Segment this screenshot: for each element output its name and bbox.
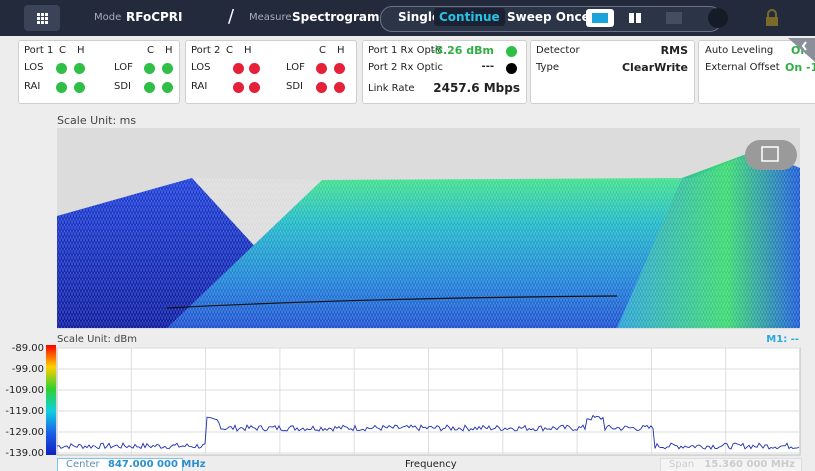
status-dot bbox=[144, 63, 155, 74]
span-value: 15.360 000 MHz bbox=[704, 459, 795, 470]
port-panel: Port 2 C H C H LOS LOF RAI SDI bbox=[185, 40, 357, 104]
optic-value: --- bbox=[482, 61, 494, 72]
alarm-label: LOS bbox=[24, 62, 43, 73]
col-header: H bbox=[337, 45, 345, 56]
sweep-once-button[interactable]: Sweep Once bbox=[507, 10, 590, 24]
mode-label: Mode bbox=[94, 12, 121, 23]
alarm-label: SDI bbox=[286, 81, 303, 92]
split-icon bbox=[636, 13, 641, 23]
side-tab[interactable] bbox=[788, 38, 815, 62]
alarm-label: RAI bbox=[191, 81, 207, 92]
measure-value[interactable]: Spectrogram bbox=[292, 10, 380, 24]
lock-icon[interactable] bbox=[764, 9, 780, 27]
status-dot bbox=[249, 82, 260, 93]
col-header: C bbox=[319, 45, 326, 56]
alarm-label: SDI bbox=[114, 81, 131, 92]
optic-label: Port 2 Rx Optic bbox=[368, 62, 443, 73]
port-label: Port 1 bbox=[24, 45, 53, 56]
status-dot bbox=[144, 82, 155, 93]
col-header: H bbox=[165, 45, 173, 56]
alarm-label: LOF bbox=[114, 62, 133, 73]
continue-button[interactable]: Continue bbox=[434, 8, 505, 26]
screen: Mode RFoCPRI / Measure Spectrogram Singl… bbox=[0, 0, 815, 471]
y-tick-label: -89.00 bbox=[12, 343, 44, 354]
y-tick-label: -129.00 bbox=[5, 427, 44, 438]
col-header: C bbox=[147, 45, 154, 56]
toolbar: Mode RFoCPRI / Measure Spectrogram Singl… bbox=[0, 0, 815, 36]
measure-label: Measure bbox=[249, 12, 292, 23]
span-field[interactable]: Span 15.360 000 MHz bbox=[660, 458, 802, 471]
status-dot bbox=[162, 82, 173, 93]
split-icon[interactable] bbox=[629, 13, 634, 23]
span-label: Span bbox=[669, 459, 694, 470]
status-dot bbox=[56, 63, 67, 74]
x-axis-title: Frequency bbox=[405, 459, 457, 470]
alarm-label: LOF bbox=[286, 62, 305, 73]
status-dot bbox=[233, 63, 244, 74]
status-dot bbox=[162, 63, 173, 74]
leveling-label: Auto Leveling bbox=[705, 45, 773, 56]
optic-value: -5.26 dBm bbox=[431, 44, 494, 57]
status-dot bbox=[249, 63, 260, 74]
leveling-value[interactable]: On -1 bbox=[785, 61, 815, 74]
detector-panel: Detector RMS Type ClearWrite bbox=[530, 40, 695, 104]
detector-label: Detector bbox=[536, 45, 580, 56]
separator: / bbox=[228, 6, 234, 27]
optic-value: 2457.6 Mbps bbox=[433, 81, 520, 95]
menu-button[interactable] bbox=[24, 5, 60, 31]
status-dot bbox=[74, 82, 85, 93]
port-label: Port 2 bbox=[191, 45, 220, 56]
center-field[interactable]: Center 847.000 000 MHz bbox=[57, 458, 183, 471]
status-dot bbox=[334, 82, 345, 93]
y-tick-label: -139.00 bbox=[5, 448, 44, 458]
port-panel: Port 1 C H C H LOS LOF RAI SDI bbox=[18, 40, 180, 104]
status-dot bbox=[233, 82, 244, 93]
y-tick-label: -109.00 bbox=[5, 385, 44, 396]
detector-value[interactable]: ClearWrite bbox=[622, 61, 688, 74]
center-label: Center bbox=[66, 459, 100, 470]
optic-label: Link Rate bbox=[368, 83, 415, 94]
status-dot bbox=[56, 82, 67, 93]
menu-icon bbox=[24, 5, 60, 31]
y-tick-label: -119.00 bbox=[5, 406, 44, 417]
alarm-label: LOS bbox=[191, 62, 210, 73]
mode-value[interactable]: RFoCPRI bbox=[126, 10, 183, 24]
detector-value[interactable]: RMS bbox=[661, 44, 688, 57]
status-dot bbox=[316, 82, 327, 93]
optic-panel: Port 1 Rx Optic -5.26 dBm Port 2 Rx Opti… bbox=[362, 40, 527, 104]
screenshot-button[interactable] bbox=[745, 140, 797, 170]
col-header: H bbox=[244, 45, 252, 56]
spectrogram-scale-unit: Scale Unit: ms bbox=[57, 114, 136, 127]
spectrum-chart: -89.00 -99.00 -109.00 -119.00 -129.00 -139.00 bbox=[0, 340, 815, 458]
status-dot bbox=[506, 46, 517, 57]
status-dot bbox=[506, 63, 517, 74]
status-dot bbox=[334, 63, 345, 74]
y-tick-label: -99.00 bbox=[12, 364, 44, 375]
status-dot bbox=[316, 63, 327, 74]
alarm-label: RAI bbox=[24, 81, 40, 92]
view-button[interactable] bbox=[586, 9, 614, 27]
spectrogram bbox=[57, 128, 800, 329]
record-button[interactable] bbox=[708, 8, 728, 28]
detector-label: Type bbox=[536, 62, 559, 73]
col-header: C bbox=[59, 45, 66, 56]
col-header: C bbox=[226, 45, 233, 56]
color-bar bbox=[46, 345, 56, 455]
col-header: H bbox=[77, 45, 85, 56]
status-dot bbox=[74, 63, 85, 74]
grid-icon[interactable] bbox=[666, 12, 682, 24]
center-value: 847.000 000 MHz bbox=[108, 459, 206, 470]
leveling-label: External Offset bbox=[705, 62, 780, 73]
